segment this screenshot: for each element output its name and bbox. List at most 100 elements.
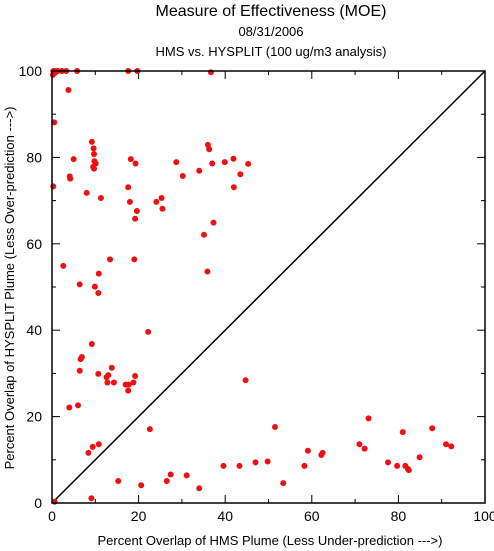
data-point (242, 377, 249, 384)
data-point (132, 215, 139, 222)
tick-labels: 0 20 40 60 80 100 0 20 40 60 80 100 (19, 63, 494, 524)
data-point (221, 159, 228, 166)
data-points (49, 68, 455, 505)
data-point (107, 256, 114, 263)
data-point (95, 370, 102, 377)
data-point (210, 219, 217, 226)
data-point (50, 183, 57, 190)
data-point (95, 270, 102, 277)
data-point (252, 459, 259, 466)
data-point (89, 443, 96, 450)
data-point (245, 160, 252, 167)
data-point (85, 449, 92, 456)
data-point (88, 138, 95, 145)
data-point (429, 425, 436, 432)
data-point (183, 472, 190, 479)
y-tick-label: 0 (34, 495, 42, 511)
y-axis-label: Percent Overlap of HYSPLIT Plume (Less O… (2, 107, 17, 470)
x-tick-label: 60 (304, 508, 320, 524)
data-point (153, 198, 160, 205)
data-point (88, 495, 95, 502)
chart-date: 08/31/2006 (238, 24, 303, 39)
data-point (76, 281, 83, 288)
plot-frame (51, 70, 486, 504)
x-tick-label: 20 (131, 508, 147, 524)
x-tick-label: 40 (217, 508, 233, 524)
data-point (271, 423, 278, 430)
chart-analysis-subtitle: HMS vs. HYSPLIT (100 ug/m3 analysis) (156, 44, 387, 59)
data-point (65, 87, 72, 94)
data-point (138, 482, 145, 489)
data-point (206, 146, 213, 153)
data-point (95, 290, 102, 297)
data-point (179, 172, 186, 179)
data-point (416, 454, 423, 461)
data-point (88, 341, 95, 348)
data-point (200, 231, 207, 238)
data-point (158, 195, 165, 202)
data-point (204, 268, 211, 275)
data-point (91, 283, 98, 290)
data-point (97, 195, 104, 202)
data-point (133, 207, 140, 214)
data-point (220, 462, 227, 469)
data-point (115, 477, 122, 484)
data-point (361, 445, 368, 452)
data-point (70, 156, 77, 163)
data-point (125, 381, 132, 388)
y-tick-label: 80 (26, 149, 42, 165)
data-point (196, 167, 203, 174)
x-tick-label: 80 (391, 508, 407, 524)
data-point (237, 171, 244, 178)
data-point (105, 372, 112, 379)
data-point (304, 447, 311, 454)
data-point (125, 184, 132, 191)
data-point (443, 441, 450, 448)
data-point (95, 441, 102, 448)
data-point (196, 485, 203, 492)
data-point (91, 150, 98, 157)
data-point (132, 372, 139, 379)
data-point (78, 353, 85, 360)
data-point (60, 262, 67, 269)
data-point (301, 462, 308, 469)
data-point (127, 156, 134, 163)
data-point (83, 189, 90, 196)
data-point (385, 459, 392, 466)
data-point (66, 173, 73, 180)
data-point (405, 467, 412, 474)
data-point (448, 443, 455, 450)
y-tick-label: 40 (26, 322, 42, 338)
data-point (90, 145, 97, 152)
data-point (126, 198, 133, 205)
data-point (104, 379, 111, 386)
data-point (91, 165, 98, 172)
data-point (365, 415, 372, 422)
data-point (356, 441, 363, 448)
data-point (125, 387, 132, 394)
data-point (145, 328, 152, 335)
data-point (167, 471, 174, 478)
data-point (159, 205, 166, 212)
x-axis-label: Percent Overlap of HMS Plume (Less Under… (98, 533, 443, 548)
chart-title: Measure of Effectiveness (MOE) (156, 3, 387, 20)
data-point (264, 458, 271, 465)
data-point (108, 364, 115, 371)
data-point (132, 160, 139, 167)
data-point (74, 402, 81, 409)
data-point (146, 426, 153, 433)
data-point (163, 477, 170, 484)
data-point (66, 404, 73, 411)
x-tick-label: 100 (473, 508, 494, 524)
data-point (230, 184, 237, 191)
data-point (209, 160, 216, 167)
data-point (130, 379, 137, 386)
data-point (319, 449, 326, 456)
y-tick-label: 20 (26, 409, 42, 425)
data-point (394, 462, 401, 469)
data-point (110, 379, 117, 386)
y-tick-label: 60 (26, 236, 42, 252)
data-point (131, 256, 138, 263)
data-point (230, 155, 237, 162)
